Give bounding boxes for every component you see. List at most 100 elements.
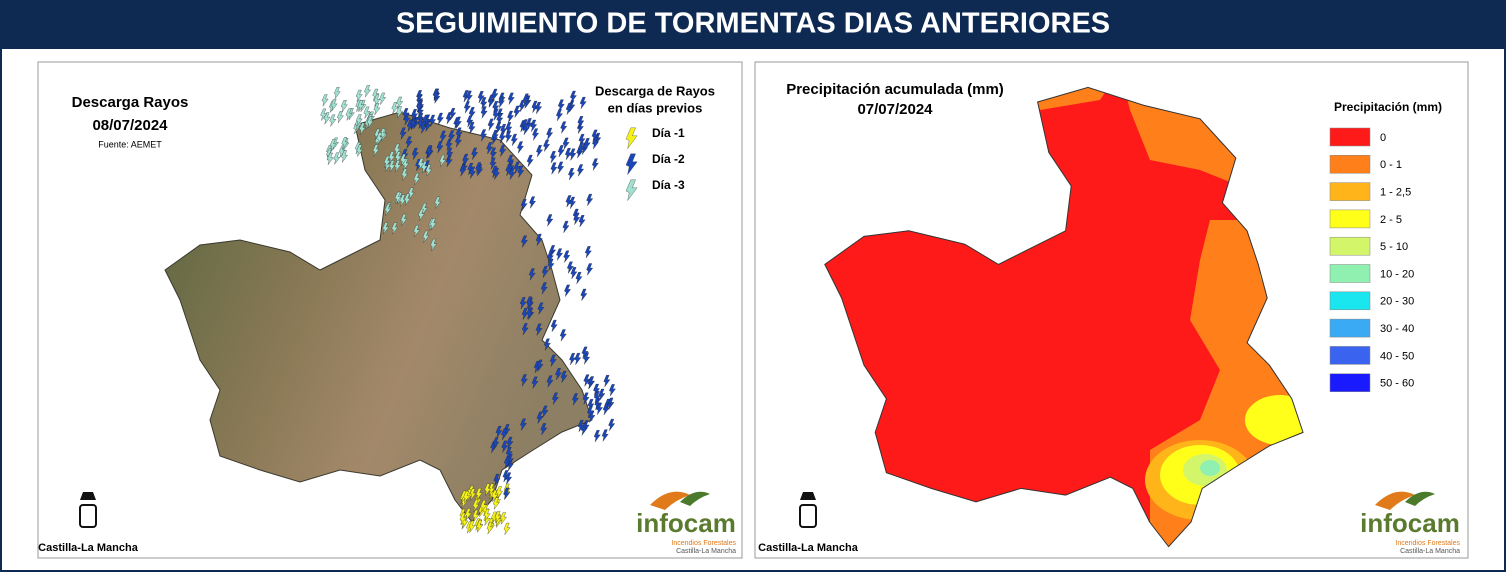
lightning-bolt	[584, 246, 592, 259]
lightning-bolt	[436, 141, 444, 154]
lightning-bolt	[507, 92, 515, 105]
lightning-bolt	[507, 155, 515, 167]
lightning-bolt	[541, 265, 549, 278]
lightning-bolt	[320, 108, 328, 121]
lightning-bolt	[566, 261, 574, 274]
logo-text: Castilla-La Mancha	[38, 542, 139, 554]
lightning-bolt	[565, 148, 572, 160]
lightning-bolt	[492, 108, 500, 121]
lightning-bolt	[402, 108, 410, 121]
lightning-bolt	[429, 114, 437, 127]
lightning-bolt	[433, 88, 441, 101]
lightning-bolt	[405, 136, 413, 149]
lightning-bolt	[455, 135, 462, 148]
lightning-bolt	[472, 509, 480, 522]
lightning-bolt	[505, 130, 513, 143]
lightning-bolt	[413, 225, 421, 237]
lightning-bolt	[526, 307, 534, 320]
lightning-bolt	[498, 95, 505, 108]
banner	[0, 0, 1506, 48]
map-title: Precipitación acumulada (mm)	[786, 81, 1004, 98]
legend-swatch	[1329, 291, 1371, 311]
legend-label: 40 - 50	[1380, 350, 1414, 362]
lightning-bolt	[329, 114, 337, 127]
lightning-bolt	[487, 118, 495, 131]
lightning-bolt	[505, 122, 513, 135]
lightning-bolt	[426, 145, 433, 158]
legend-label: 20 - 30	[1380, 296, 1414, 308]
lightning-bolt	[508, 167, 516, 180]
lightning-bolt	[537, 302, 545, 315]
lightning-bolt	[575, 272, 583, 284]
logo-text: infocam	[1360, 508, 1460, 538]
lightning-bolt	[593, 430, 601, 443]
lightning-bolt	[388, 151, 396, 164]
lightning-bolt	[569, 353, 577, 365]
legend-swatch	[1329, 182, 1371, 201]
legend-swatch	[1329, 346, 1371, 365]
lightning-bolt	[373, 94, 381, 107]
lightning-bolt	[500, 512, 507, 525]
lightning-bolt	[517, 141, 524, 154]
legend-label: 5 - 10	[1380, 241, 1408, 253]
lightning-bolt	[573, 212, 581, 225]
lightning-bolt	[355, 89, 363, 102]
lightning-bolt	[394, 160, 402, 173]
legend: 0 0 - 1 1 - 2,5 2 - 5 5 - 10 10 - 20 20 - 30 30…	[1329, 127, 1414, 392]
lightning-bolt	[557, 145, 565, 158]
legend-swatch	[1329, 318, 1371, 338]
lightning-bolt	[588, 376, 595, 389]
lightning-bolt	[341, 137, 349, 150]
map-date: 08/07/2024	[92, 117, 168, 134]
legend-title: en días previos	[608, 100, 703, 115]
lightning-bolt	[341, 150, 348, 163]
logo-sub: Incendios Forestales	[671, 540, 736, 547]
lightning-bolt	[625, 179, 638, 201]
lightning-bolt	[463, 490, 470, 503]
lightning-bolt	[569, 148, 577, 161]
lightning-bolt	[388, 160, 396, 173]
lightning-bolt	[448, 130, 456, 143]
lightning-bolt	[326, 152, 334, 165]
lightning-bolt	[506, 436, 514, 449]
lightning-bolt	[557, 99, 565, 112]
lightning-bolt	[446, 147, 454, 160]
lightning-bolt	[531, 376, 539, 389]
lightning-bolt	[569, 196, 576, 209]
lightning-bolt	[434, 196, 442, 209]
lightning-bolt	[587, 406, 594, 419]
lightning-bolt	[543, 338, 551, 351]
lightning-bolt	[407, 187, 415, 200]
lightning-bolt	[577, 116, 585, 129]
lightning-bolt	[540, 423, 548, 436]
legend-swatch	[1329, 236, 1371, 256]
lightning-bolt	[582, 392, 590, 405]
lightning-bolt	[391, 222, 399, 235]
lightning-bolt	[557, 161, 565, 174]
lightning-bolt	[430, 238, 438, 251]
lightning-bolt	[439, 155, 447, 167]
lightning-bolt	[625, 153, 638, 175]
lightning-bolt	[490, 147, 497, 160]
lightning-bolt	[503, 487, 511, 500]
lightning-bolt	[609, 384, 616, 397]
lightning-bolt	[580, 423, 588, 436]
lightning-bolt	[503, 522, 511, 535]
lightning-bolt	[471, 147, 479, 160]
legend-swatch	[1329, 209, 1371, 229]
legend-label: Día -1	[652, 126, 685, 140]
lightning-bolt	[469, 488, 477, 501]
lightning-bolt	[513, 105, 521, 118]
lightning-bolt	[592, 137, 599, 150]
lightning-bolt	[625, 127, 638, 149]
lightning-bolt	[521, 323, 529, 336]
lightning-bolt	[578, 134, 586, 146]
lightning-bolt	[366, 116, 374, 129]
lightning-bolt	[489, 157, 497, 170]
lightning-bolt	[556, 248, 563, 261]
lightning-bolt	[439, 130, 447, 143]
legend: Día -1 Día -2 Día -3	[625, 126, 685, 201]
map-source: Fuente: AEMET	[98, 139, 162, 149]
banner-title: SEGUIMIENTO DE TORMENTAS DIAS ANTERIORES	[396, 8, 1110, 40]
lightning-bolt	[379, 92, 387, 105]
